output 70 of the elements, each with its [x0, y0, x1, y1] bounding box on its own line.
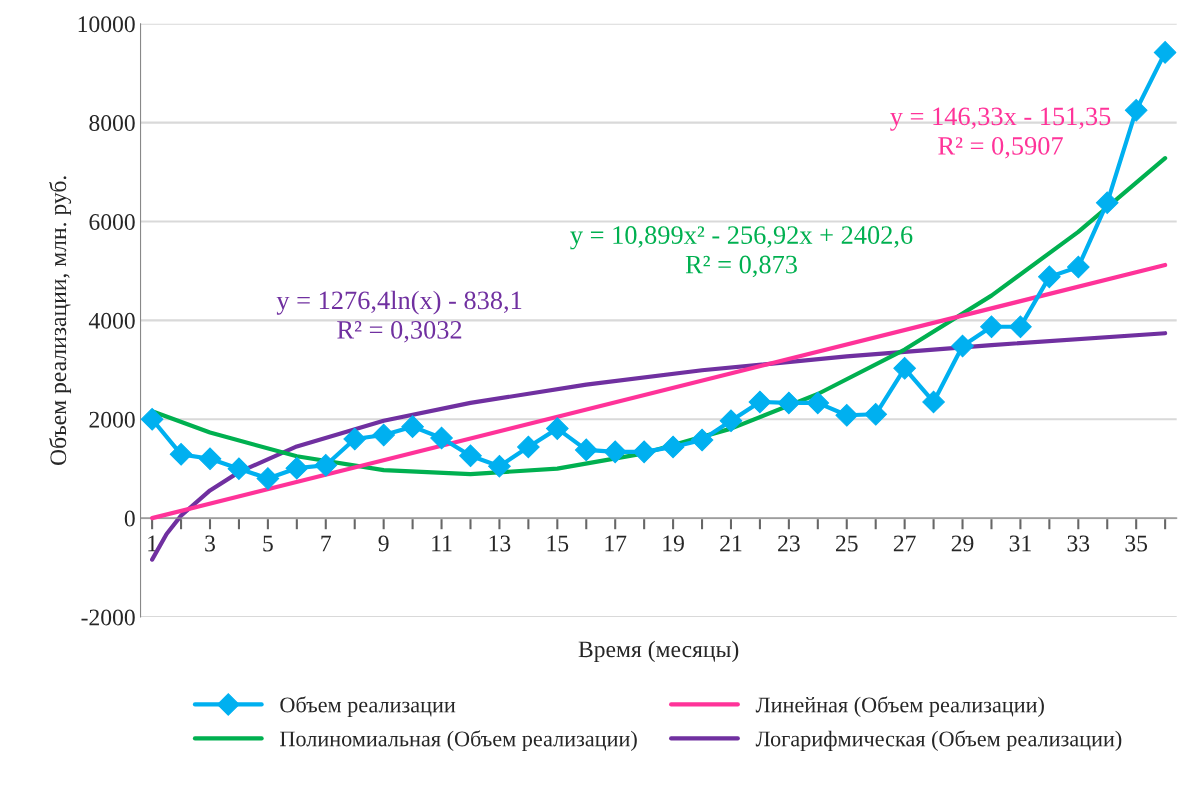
point: [459, 444, 482, 468]
y-tick-label: -2000: [81, 609, 135, 626]
x-tick-label: 11: [432, 535, 452, 552]
point: [980, 315, 1003, 339]
y-tick-label: 6000: [89, 213, 135, 230]
point: [1095, 191, 1119, 215]
point: [690, 428, 714, 452]
x-tick-label: 9: [378, 535, 389, 552]
point: [574, 438, 598, 462]
legend-label: Полиномиальная (Объем реализации): [280, 730, 637, 751]
point: [806, 391, 830, 415]
y-tick-label: 4000: [88, 312, 135, 329]
legend-label: Линейная (Объем реализации): [755, 696, 1044, 717]
legend-label: Объем реализации: [280, 696, 456, 717]
point: [748, 390, 772, 414]
annotation: y = 10,899x² - 256,92x + 2402,6 R² = 0,873: [570, 226, 913, 278]
point: [488, 454, 511, 478]
point: [372, 423, 395, 447]
y-tick-label: 10000: [78, 16, 135, 33]
point: [227, 457, 251, 480]
x-tick-label: 21: [720, 535, 742, 552]
point: [314, 453, 338, 477]
x-tick-label: 7: [321, 535, 331, 552]
point: [401, 415, 424, 438]
x-axis-title: Время (месяцы): [578, 640, 739, 663]
point: [951, 334, 974, 358]
point: [430, 426, 453, 450]
point: [661, 435, 685, 459]
x-tick-label: 19: [663, 535, 684, 552]
point: [893, 356, 916, 380]
annotation: y = 1276,4ln(x) - 838,1 R² = 0,3032: [276, 290, 522, 343]
x-tick-label: 17: [605, 535, 627, 552]
x-tick-label: 25: [835, 535, 858, 552]
point: [719, 409, 743, 433]
x-tick-label: 27: [893, 535, 916, 552]
point: [777, 391, 801, 415]
point: [922, 390, 945, 414]
x-tick-label: 3: [205, 535, 215, 552]
point: [343, 427, 367, 451]
x-tick-label: 23: [778, 535, 800, 552]
x-tick-label: 29: [951, 535, 974, 552]
point: [1153, 41, 1177, 64]
legend-label: Логарифмическая (Объем реализации): [755, 730, 1122, 751]
x-tick-label: 35: [1125, 535, 1148, 552]
y-tick-label: 2000: [89, 411, 135, 428]
x-tick-label: 13: [489, 535, 511, 552]
point: [546, 417, 569, 440]
x-tick-label: 1: [148, 535, 157, 552]
point: [603, 440, 627, 464]
point: [1066, 255, 1090, 279]
point: [285, 456, 309, 480]
x-tick-label: 15: [547, 535, 569, 552]
y-tick-label: 0: [124, 510, 135, 527]
point: [140, 407, 164, 431]
point: [1124, 98, 1148, 122]
y-tick-label: 8000: [89, 115, 135, 132]
y-axis-title: Объем реализации, млн. руб.: [49, 176, 72, 466]
x-tick-label: 5: [263, 535, 273, 552]
annotation: y = 146,33x - 151,35 R² = 0,5907: [890, 107, 1111, 159]
point: [169, 443, 193, 466]
point: [517, 435, 540, 459]
point: [256, 467, 280, 490]
point: [864, 402, 888, 426]
x-tick-label: 31: [1009, 535, 1031, 552]
point: [632, 440, 656, 464]
point: [1009, 315, 1032, 339]
point: [198, 447, 222, 471]
point: [835, 403, 859, 427]
x-tick-label: 33: [1067, 535, 1090, 552]
point: [1038, 265, 1061, 289]
